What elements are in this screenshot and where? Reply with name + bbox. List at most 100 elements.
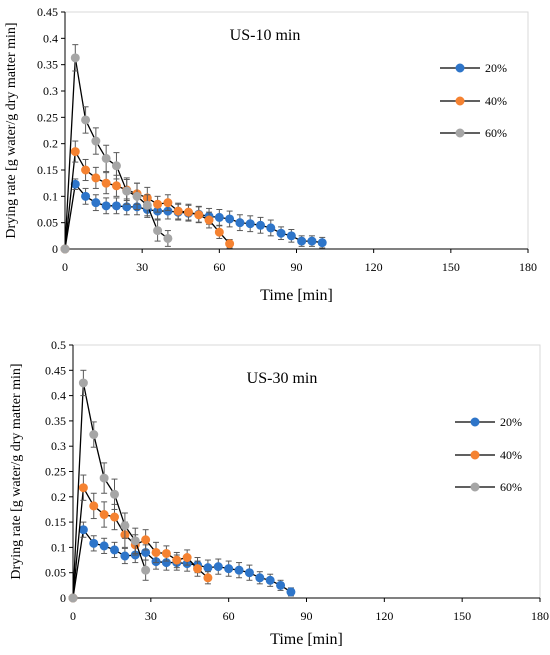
chart0-title: US-10 min	[230, 27, 301, 44]
chart0-x-axis-title: Time [min]	[260, 287, 333, 304]
chart1-x-tick-label: 90	[301, 609, 313, 623]
chart1-data-point	[286, 587, 296, 597]
chart0-data-point	[142, 200, 152, 210]
chart0-data-point	[153, 199, 163, 209]
chart0-legend-marker	[455, 63, 465, 73]
chart1-y-tick-label: 0.05	[45, 566, 66, 580]
chart0-data-point	[60, 244, 70, 254]
chart0-data-point	[101, 153, 111, 163]
chart0-data-point	[122, 186, 132, 196]
chart1-legend-marker	[470, 450, 480, 460]
chart1-data-point	[193, 564, 203, 574]
chart0-data-point	[317, 238, 327, 248]
chart1-data-point	[110, 545, 120, 555]
chart1-data-point	[89, 430, 99, 440]
chart0-legend-label: 40%	[485, 94, 507, 108]
chart0-x-tick-label: 180	[519, 260, 537, 274]
chart1-x-tick-label: 180	[531, 609, 549, 623]
chart1-y-tick-label: 0.35	[45, 414, 66, 428]
chart1-legend-label: 40%	[500, 448, 522, 462]
chart1-data-point	[130, 536, 140, 546]
chart0-data-point	[81, 165, 91, 175]
chart0-y-tick-label: 0	[52, 242, 58, 256]
chart0-data-point	[225, 239, 235, 249]
chart1-y-tick-label: 0.25	[45, 465, 66, 479]
chart1-data-point	[161, 548, 171, 558]
chart1-title: US-30 min	[247, 370, 318, 387]
chart0-data-point	[276, 228, 286, 238]
chart0-legend-marker	[455, 96, 465, 106]
chart0-data-point	[297, 236, 307, 246]
chart1-data-point	[172, 555, 182, 565]
chart0-group: 0 0.05 0.1 0.15 0.2 0.25 0.3 0.35 0.4 0.45 0 30 60 90…	[4, 5, 537, 304]
chart0-series-2	[60, 44, 173, 254]
chart1-data-point	[182, 553, 192, 563]
chart1-data-point	[120, 521, 130, 531]
chart1-data-point	[120, 551, 130, 561]
chart0-y-tick-label: 0.25	[37, 110, 58, 124]
chart1-data-point	[78, 483, 88, 493]
chart0-data-point	[81, 115, 91, 125]
chart0-y-tick-label: 0.35	[37, 58, 58, 72]
chart0-data-point	[101, 178, 111, 188]
chart0-data-point	[183, 207, 193, 217]
chart0-data-point	[286, 231, 296, 241]
chart0-y-tick-label: 0.1	[43, 189, 58, 203]
chart0-data-point	[91, 198, 101, 208]
chart1-y-tick-label: 0.2	[51, 490, 66, 504]
chart1-data-point	[203, 563, 213, 573]
chart0-data-point	[266, 223, 276, 233]
chart0-data-point	[81, 191, 91, 201]
chart0-data-point	[111, 201, 121, 211]
chart0-y-tick-label: 0.4	[43, 31, 58, 45]
chart1-legend-label: 60%	[500, 480, 522, 494]
chart0-data-point	[173, 206, 183, 216]
chart0-y-tick-label: 0.3	[43, 84, 58, 98]
chart1-legend-marker	[470, 417, 480, 427]
chart1-data-point	[99, 541, 109, 551]
chart1-data-point	[203, 573, 213, 583]
chart0-data-point	[307, 236, 317, 246]
chart1-data-point	[68, 593, 78, 603]
chart0-data-point	[91, 136, 101, 146]
chart0-x-tick-label: 90	[291, 260, 303, 274]
chart0-y-tick-label: 0.2	[43, 137, 58, 151]
chart1-y-tick-label: 0.45	[45, 363, 66, 377]
chart1-data-point	[78, 378, 88, 388]
chart1-y-tick-label: 0.5	[51, 338, 66, 352]
chart0-legend-label: 60%	[485, 126, 507, 140]
chart0-data-point	[214, 212, 224, 222]
chart1-data-point	[276, 580, 286, 590]
chart0-data-point	[111, 181, 121, 191]
chart0-data-point	[70, 53, 80, 63]
chart1-data-point	[244, 568, 254, 578]
chart1-data-point	[224, 564, 234, 574]
chart0-data-point	[91, 173, 101, 183]
chart0-x-tick-label: 150	[442, 260, 460, 274]
chart1-data-point	[110, 489, 120, 499]
chart1-data-point	[89, 501, 99, 511]
chart1-legend-marker	[470, 482, 480, 492]
chart0-data-point	[132, 191, 142, 201]
chart0-x-tick-label: 0	[62, 260, 68, 274]
chart1-data-point	[99, 473, 109, 483]
chart1-data-point	[89, 538, 99, 548]
chart1-x-tick-label: 0	[70, 609, 76, 623]
chart0-data-point	[163, 233, 173, 243]
chart1-group: 0 0.05 0.1 0.15 0.2 0.25 0.3 0.35 0.4 0.45 0.5 0 30 6…	[9, 338, 549, 648]
chart0-x-tick-label: 60	[213, 260, 225, 274]
chart0-legend-marker	[455, 128, 465, 138]
chart1-series-line	[72, 528, 292, 599]
chart0-x-tick-label: 30	[136, 260, 148, 274]
chart1-series-2	[68, 369, 151, 603]
chart1-x-tick-label: 150	[453, 609, 471, 623]
chart1-x-tick-label: 30	[145, 609, 157, 623]
chart1-data-point	[213, 562, 223, 572]
chart1-data-point	[78, 525, 88, 535]
chart0-data-point	[163, 198, 173, 208]
chart1-data-point	[265, 575, 275, 585]
chart1-data-point	[151, 547, 161, 557]
chart1-y-tick-label: 0	[60, 591, 66, 605]
chart1-y-tick-label: 0.15	[45, 515, 66, 529]
